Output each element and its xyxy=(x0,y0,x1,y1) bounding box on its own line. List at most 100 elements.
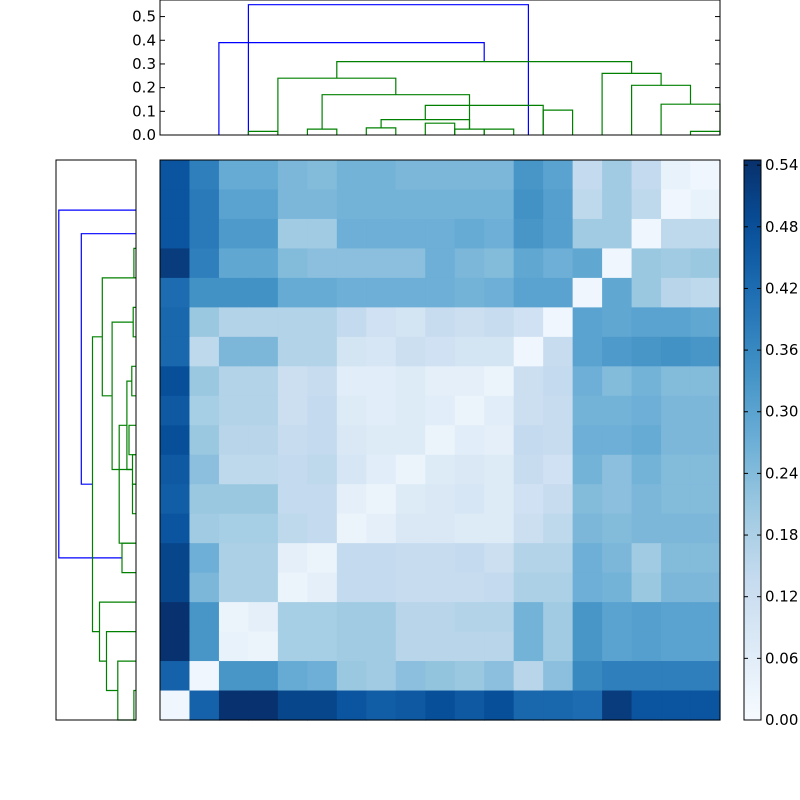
heatmap-cell xyxy=(661,366,692,397)
heatmap-cell xyxy=(189,543,220,574)
heatmap-cell xyxy=(189,484,220,515)
heatmap-cell xyxy=(395,513,426,544)
dendrogram-link xyxy=(247,4,529,135)
heatmap-cell xyxy=(307,395,338,426)
heatmap-cell xyxy=(248,277,279,308)
heatmap-cell xyxy=(425,425,456,456)
dendrogram-link xyxy=(91,336,103,633)
heatmap-cell xyxy=(572,395,603,426)
heatmap-cell xyxy=(366,661,397,692)
heatmap-cell xyxy=(189,602,220,633)
heatmap-cell xyxy=(602,189,633,220)
heatmap-cell xyxy=(218,631,250,662)
colorbar-tick-label: 0.30 xyxy=(765,403,798,421)
heatmap-cell xyxy=(218,336,250,367)
dendrogram-link xyxy=(218,42,485,135)
heatmap-cell xyxy=(690,484,721,515)
heatmap-cell xyxy=(248,425,279,456)
heatmap-cell xyxy=(277,484,308,515)
heatmap-cell xyxy=(631,160,662,191)
heatmap-cell xyxy=(366,543,397,574)
heatmap-cell xyxy=(690,248,721,279)
heatmap-cell xyxy=(572,248,603,279)
dendrogram-link xyxy=(126,380,133,471)
heatmap-cell xyxy=(366,513,397,544)
heatmap-cell xyxy=(218,189,250,220)
heatmap-cell xyxy=(307,366,338,397)
heatmap-cell xyxy=(395,366,426,397)
heatmap-cell xyxy=(307,690,338,721)
heatmap-cell xyxy=(248,631,279,662)
heatmap-cell xyxy=(690,366,721,397)
heatmap-cell xyxy=(395,631,426,662)
heatmap-cell xyxy=(277,602,308,633)
heatmap-cell xyxy=(543,160,574,191)
heatmap-cell xyxy=(543,336,574,367)
heatmap-cell xyxy=(248,513,279,544)
heatmap-cell xyxy=(572,602,603,633)
colorbar: 0.00 0.06 0.12 0.18 0.24 0.30 0.36 0.42 0.48 0.54 xyxy=(743,156,798,729)
heatmap-cell xyxy=(248,661,279,692)
heatmap-cell xyxy=(661,690,692,721)
heatmap-cell xyxy=(484,336,515,367)
heatmap-cell xyxy=(366,160,397,191)
heatmap-cell xyxy=(513,160,544,191)
heatmap-cell xyxy=(543,425,574,456)
heatmap-cell xyxy=(307,661,338,692)
heatmap-cell xyxy=(543,543,574,574)
heatmap-cell xyxy=(631,425,662,456)
heatmap-cell xyxy=(631,543,662,574)
heatmap-cell xyxy=(690,690,721,721)
heatmap-cell xyxy=(277,454,308,485)
heatmap-cell xyxy=(425,277,456,308)
heatmap-cell xyxy=(661,218,692,250)
heatmap-cell xyxy=(277,661,308,692)
heatmap-cell xyxy=(602,277,633,308)
heatmap-cell xyxy=(307,454,338,485)
heatmap-cell xyxy=(572,366,603,397)
heatmap-cell xyxy=(543,602,574,633)
heatmap-cell xyxy=(661,661,692,692)
heatmap-cell xyxy=(189,366,220,397)
heatmap-cell xyxy=(454,248,485,279)
heatmap-cell xyxy=(484,248,515,279)
heatmap-cell xyxy=(160,189,191,220)
heatmap-cell xyxy=(366,307,397,338)
heatmap-cell xyxy=(277,160,308,191)
heatmap-cell xyxy=(395,602,426,633)
heatmap-cell xyxy=(661,484,692,515)
heatmap-cell xyxy=(336,336,367,367)
y-tick-label: 0.2 xyxy=(132,79,156,97)
heatmap-cell xyxy=(484,366,515,397)
heatmap-cell xyxy=(602,484,633,515)
dendrogram-link xyxy=(277,77,397,135)
heatmap-cell xyxy=(425,307,456,338)
heatmap-cell xyxy=(277,189,308,220)
heatmap-cell xyxy=(189,248,220,279)
top-dendrogram-frame xyxy=(159,0,721,136)
heatmap-cell xyxy=(543,484,574,515)
heatmap-cell xyxy=(572,513,603,544)
left-dendrogram-frame xyxy=(55,159,137,721)
heatmap-cell xyxy=(307,277,338,308)
heatmap-cell xyxy=(572,454,603,485)
dendrogram-link xyxy=(101,277,136,397)
heatmap-cell xyxy=(661,336,692,367)
heatmap-cell xyxy=(513,366,544,397)
dendrogram-link xyxy=(80,233,136,485)
heatmap-cell xyxy=(425,690,456,721)
dendrogram-link xyxy=(380,119,471,130)
heatmap-cell xyxy=(336,513,367,544)
heatmap-cell xyxy=(218,484,250,515)
heatmap-cell xyxy=(513,248,544,279)
heatmap-cell xyxy=(218,277,250,308)
heatmap-cell xyxy=(661,189,692,220)
dendrogram-link xyxy=(105,631,136,692)
heatmap-cell xyxy=(602,602,633,633)
heatmap-cell xyxy=(661,572,692,603)
heatmap-cell xyxy=(189,454,220,485)
heatmap-cell xyxy=(395,307,426,338)
heatmap-cell xyxy=(248,484,279,515)
heatmap-cell xyxy=(602,661,633,692)
heatmap-cell xyxy=(160,631,191,662)
